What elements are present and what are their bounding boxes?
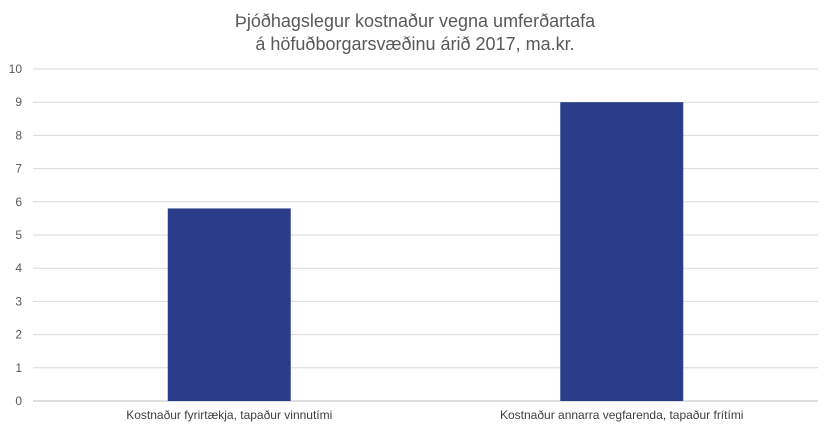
y-tick-label: 10 <box>9 62 23 76</box>
y-tick-label: 6 <box>15 195 22 209</box>
y-tick-label: 3 <box>15 294 22 308</box>
bar-2 <box>560 102 684 401</box>
bars <box>167 102 684 401</box>
x-axis-category-labels: Kostnaður fyrirtækja, tapaður vinnutími K… <box>126 408 743 422</box>
y-axis-tick-labels: 0 1 2 3 4 5 6 7 8 9 10 <box>9 62 23 408</box>
chart-title-line-1: Þjóðhagslegur kostnaður vegna umferðarta… <box>235 11 596 31</box>
y-tick-label: 1 <box>15 361 22 375</box>
x-category-label: Kostnaður annarra vegfarenda, tapaður fr… <box>500 408 743 422</box>
y-tick-label: 7 <box>15 162 22 176</box>
y-tick-label: 0 <box>15 394 22 408</box>
y-tick-label: 2 <box>15 328 22 342</box>
y-tick-label: 4 <box>15 261 22 275</box>
y-tick-label: 8 <box>15 128 22 142</box>
gridlines <box>33 68 818 402</box>
chart-title-line-2: á höfuðborgarsvæðinu árið 2017, ma.kr. <box>255 34 574 54</box>
bar-1 <box>167 208 291 401</box>
y-tick-label: 5 <box>15 228 22 242</box>
x-category-label: Kostnaður fyrirtækja, tapaður vinnutími <box>126 408 332 422</box>
y-tick-label: 9 <box>15 95 22 109</box>
